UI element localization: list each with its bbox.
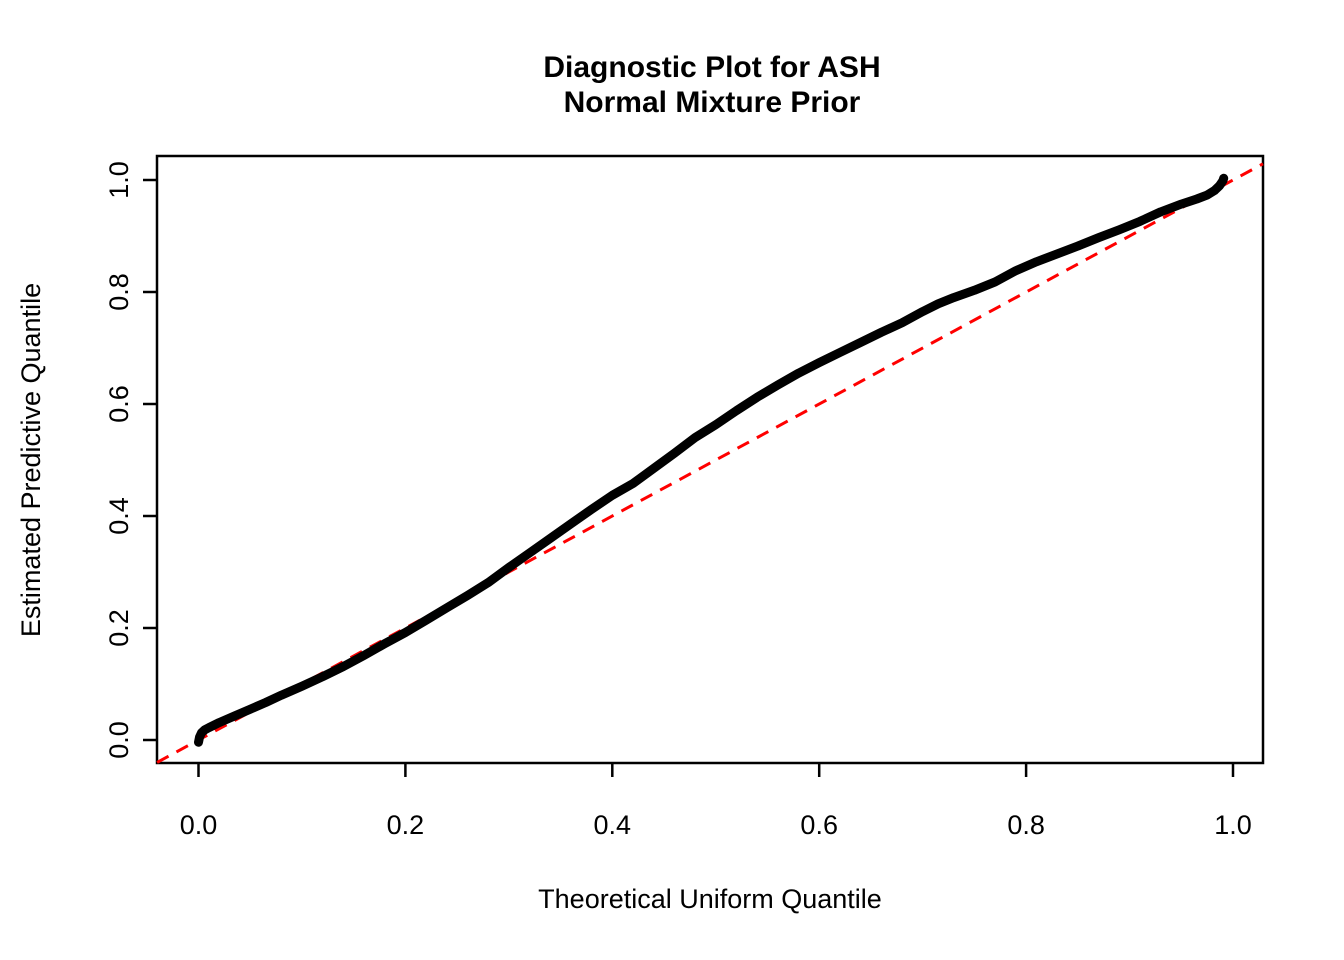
x-tick-label: 0.0 (180, 810, 218, 840)
y-tick-label: 0.2 (104, 609, 134, 647)
x-tick-label: 1.0 (1214, 810, 1252, 840)
y-tick-label: 0.8 (104, 273, 134, 311)
qq-curve (194, 173, 1229, 747)
x-axis-label: Theoretical Uniform Quantile (538, 884, 882, 914)
plot-title-line2: Normal Mixture Prior (564, 86, 861, 119)
y-tick-label: 0.4 (104, 497, 134, 535)
y-axis-label: Estimated Predictive Quantile (16, 283, 46, 637)
x-tick-label: 0.2 (387, 810, 425, 840)
y-axis: 0.0 0.2 0.4 0.6 0.8 1.0 (104, 161, 156, 759)
y-tick-label: 0.0 (104, 721, 134, 759)
y-tick-label: 1.0 (104, 161, 134, 199)
x-tick-label: 0.6 (800, 810, 838, 840)
x-tick-label: 0.4 (594, 810, 632, 840)
x-tick-label: 0.8 (1007, 810, 1045, 840)
y-tick-label: 0.6 (104, 385, 134, 423)
plot-box (155, 154, 1265, 765)
x-axis: 0.0 0.2 0.4 0.6 0.8 1.0 (180, 764, 1252, 840)
plot-title-line1: Diagnostic Plot for ASH (543, 51, 880, 84)
